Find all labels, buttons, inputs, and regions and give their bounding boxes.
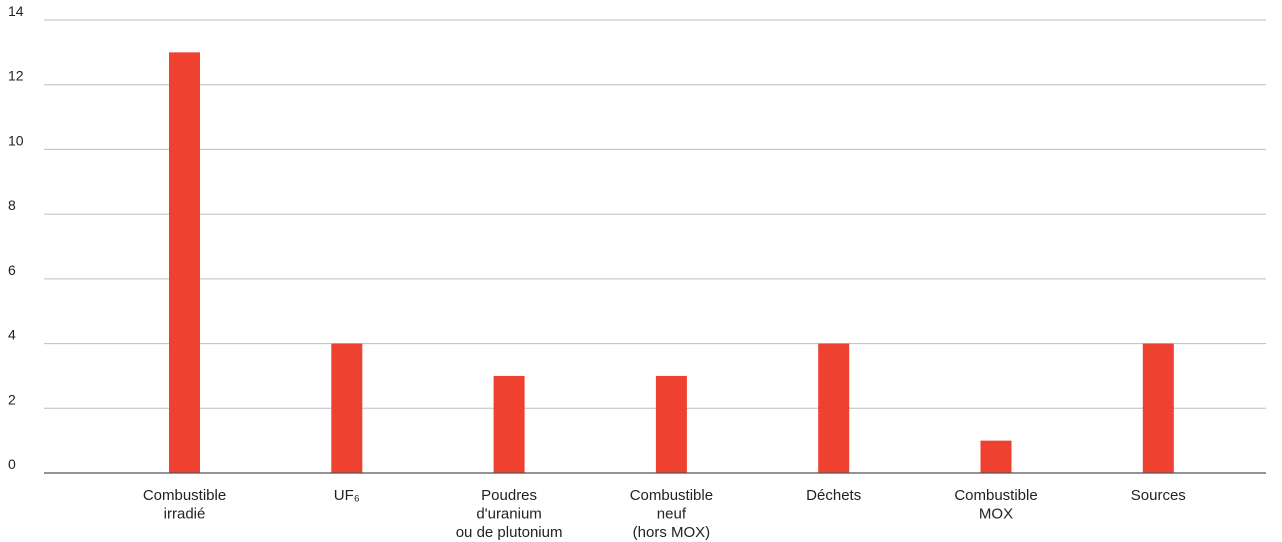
x-category-label-line: Poudres xyxy=(481,487,537,504)
x-category-label-line: Déchets xyxy=(806,487,861,504)
bar xyxy=(493,375,525,473)
bar xyxy=(980,440,1012,473)
x-category-label-line: (hors MOX) xyxy=(633,524,711,541)
x-category-label-line: irradié xyxy=(164,506,206,523)
x-axis-labels: Combustible irradié UF₆ Poudres d'uranium ou … xyxy=(143,487,1186,541)
x-category-label-line: ou de plutonium xyxy=(456,524,563,541)
x-category-label-line: Combustible xyxy=(143,487,226,504)
bar xyxy=(818,343,850,473)
x-category-label-line: neuf xyxy=(657,506,687,523)
y-tick-label: 4 xyxy=(8,327,16,343)
bar xyxy=(655,375,687,473)
y-axis-ticks: 0 2 4 6 8 10 12 14 xyxy=(8,3,24,472)
y-tick-label: 8 xyxy=(8,197,16,213)
x-category-label-line: d'uranium xyxy=(476,506,541,523)
y-tick-label: 14 xyxy=(8,3,24,19)
gridlines xyxy=(44,19,1266,409)
y-tick-label: 10 xyxy=(8,132,24,148)
x-category-label: Déchets xyxy=(806,487,861,504)
bars xyxy=(169,52,1174,473)
x-category-label: Sources xyxy=(1131,487,1186,504)
bar xyxy=(1142,343,1174,473)
x-category-label-line: UF₆ xyxy=(334,487,360,504)
y-tick-label: 12 xyxy=(8,68,24,84)
x-category-label: Combustible MOX xyxy=(954,487,1037,523)
x-category-label: UF₆ xyxy=(334,487,360,504)
y-tick-label: 2 xyxy=(8,391,16,407)
x-category-label-line: Sources xyxy=(1131,487,1186,504)
bar xyxy=(169,52,200,473)
x-category-label-line: MOX xyxy=(979,506,1013,523)
bar xyxy=(331,343,363,473)
x-category-label-line: Combustible xyxy=(630,487,713,504)
x-category-label: Poudres d'uranium ou de plutonium xyxy=(456,487,563,541)
x-category-label-line: Combustible xyxy=(954,487,1037,504)
y-tick-label: 0 xyxy=(8,456,16,472)
x-category-label: Combustible irradié xyxy=(143,487,226,523)
x-category-label: Combustible neuf (hors MOX) xyxy=(630,487,713,541)
y-tick-label: 6 xyxy=(8,262,16,278)
